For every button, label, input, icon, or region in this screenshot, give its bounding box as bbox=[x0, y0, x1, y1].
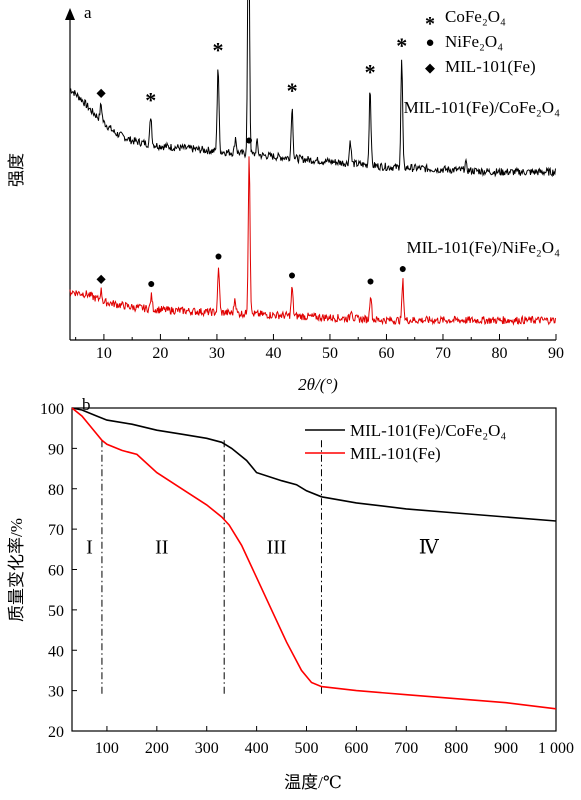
tga-legend-text-mil101: MIL-101(Fe) bbox=[350, 444, 441, 463]
tga-x-axis-label: 温度/℃ bbox=[284, 773, 342, 792]
legend-text-nife2o4: NiFe₂O₄ bbox=[445, 32, 503, 51]
tga-plot-frame bbox=[71, 407, 557, 732]
xrd-panel-label: a bbox=[84, 3, 92, 22]
tga-y-tick-label: 20 bbox=[48, 724, 64, 741]
tga-x-tick-label: 1 000 bbox=[538, 740, 574, 757]
tga-legend: MIL-101(Fe)/CoFe₂O₄ MIL-101(Fe) bbox=[305, 421, 506, 463]
tga-y-tick-label: 70 bbox=[48, 522, 64, 539]
xrd-x-tick-label: 60 bbox=[378, 345, 394, 362]
xrd-x-tick-label: 40 bbox=[265, 345, 281, 362]
tga-y-tick-label: 80 bbox=[48, 482, 64, 499]
xrd-x-tick-label: 20 bbox=[152, 345, 168, 362]
xrd-x-tick-label: 50 bbox=[322, 345, 338, 362]
legend-symbol-cofe2o4: * bbox=[425, 13, 435, 35]
tga-y-tick-label: 90 bbox=[48, 441, 64, 458]
xrd-peak-marker: ◆ bbox=[96, 271, 106, 285]
xrd-peak-marker: ● bbox=[214, 249, 222, 264]
tga-x-tick-label: 100 bbox=[95, 740, 119, 757]
tga-stage-label: III bbox=[267, 536, 287, 558]
xrd-peak-marker: * bbox=[396, 33, 407, 58]
tga-x-tick-label: 200 bbox=[145, 740, 169, 757]
xrd-x-tick-label: 70 bbox=[435, 345, 451, 362]
tga-legend-text-composite: MIL-101(Fe)/CoFe₂O₄ bbox=[350, 421, 506, 440]
xrd-x-tick-label: 90 bbox=[548, 345, 564, 362]
tga-stage-label: II bbox=[155, 536, 168, 558]
tga-curve-mil101 bbox=[71, 407, 557, 710]
xrd-peak-marker: ● bbox=[288, 268, 296, 283]
xrd-peak-marker: ◆ bbox=[96, 85, 106, 99]
tga-y-axis-label: 质量变化率/% bbox=[7, 518, 26, 622]
tga-panel: 100 200 300 400 500 600 700 800 900 1 000 20 30 40 50… bbox=[7, 395, 574, 792]
tga-ticks: 100 200 300 400 500 600 700 800 900 1 000 20 30 40 50… bbox=[40, 401, 574, 757]
xrd-peak-marker: * bbox=[365, 59, 376, 84]
tga-y-tick-label: 100 bbox=[40, 401, 64, 418]
tga-y-tick-label: 30 bbox=[48, 684, 64, 701]
tga-y-tick-label: 50 bbox=[48, 603, 64, 620]
xrd-peak-marker: ● bbox=[245, 134, 253, 149]
tga-stage-dividers bbox=[101, 440, 322, 695]
xrd-curve-nife2o4 bbox=[69, 156, 556, 326]
xrd-legend: * CoFe₂O₄ ● NiFe₂O₄ ◆ MIL-101(Fe) bbox=[425, 7, 536, 76]
xrd-y-axis-arrow bbox=[65, 8, 75, 20]
tga-x-tick-label: 300 bbox=[195, 740, 219, 757]
xrd-peak-marker: * bbox=[145, 88, 156, 113]
legend-symbol-nife2o4: ● bbox=[425, 35, 434, 51]
xrd-x-axis-label: 2θ/(°) bbox=[298, 375, 338, 394]
tga-curve-composite bbox=[71, 407, 557, 522]
tga-x-tick-label: 700 bbox=[394, 740, 418, 757]
xrd-y-axis-label: 强度 bbox=[7, 153, 26, 187]
tga-x-tick-label: 400 bbox=[245, 740, 269, 757]
tga-x-tick-label: 900 bbox=[494, 740, 518, 757]
xrd-x-ticks: 10 20 30 40 50 60 70 80 90 bbox=[75, 334, 564, 362]
xrd-peak-markers: ◆******◆●●●●●● bbox=[96, 33, 407, 292]
xrd-panel: 10 20 30 40 50 60 70 80 90 a 2θ/(°) 强度 * CoFe₂O₄… bbox=[7, 0, 564, 394]
xrd-x-tick-label: 30 bbox=[209, 345, 225, 362]
tga-stage-label: Ⅳ bbox=[419, 536, 440, 558]
xrd-x-tick-label: 80 bbox=[491, 345, 507, 362]
xrd-peak-marker: * bbox=[287, 78, 298, 103]
tga-stage-label: I bbox=[86, 536, 93, 558]
tga-x-tick-label: 500 bbox=[295, 740, 319, 757]
legend-text-cofe2o4: CoFe₂O₄ bbox=[445, 7, 506, 26]
series-label-cofe2o4: MIL-101(Fe)/CoFe₂O₄ bbox=[404, 98, 560, 117]
legend-text-mil101: MIL-101(Fe) bbox=[445, 57, 536, 76]
tga-x-tick-label: 800 bbox=[444, 740, 468, 757]
tga-y-tick-label: 40 bbox=[48, 643, 64, 660]
xrd-x-tick-label: 10 bbox=[96, 345, 112, 362]
tga-x-tick-label: 600 bbox=[344, 740, 368, 757]
xrd-peak-marker: ● bbox=[147, 277, 155, 292]
tga-y-tick-label: 60 bbox=[48, 563, 64, 580]
series-label-nife2o4: MIL-101(Fe)/NiFe₂O₄ bbox=[407, 238, 561, 257]
xrd-peak-marker: ● bbox=[366, 274, 374, 289]
xrd-curve-cofe2o4 bbox=[70, 0, 556, 178]
xrd-peak-marker: ● bbox=[399, 262, 407, 277]
tga-stage-labels: I II III Ⅳ bbox=[86, 536, 440, 558]
xrd-peak-marker: * bbox=[213, 38, 224, 63]
tga-panel-label: b bbox=[82, 395, 91, 414]
legend-symbol-mil101: ◆ bbox=[425, 60, 435, 75]
